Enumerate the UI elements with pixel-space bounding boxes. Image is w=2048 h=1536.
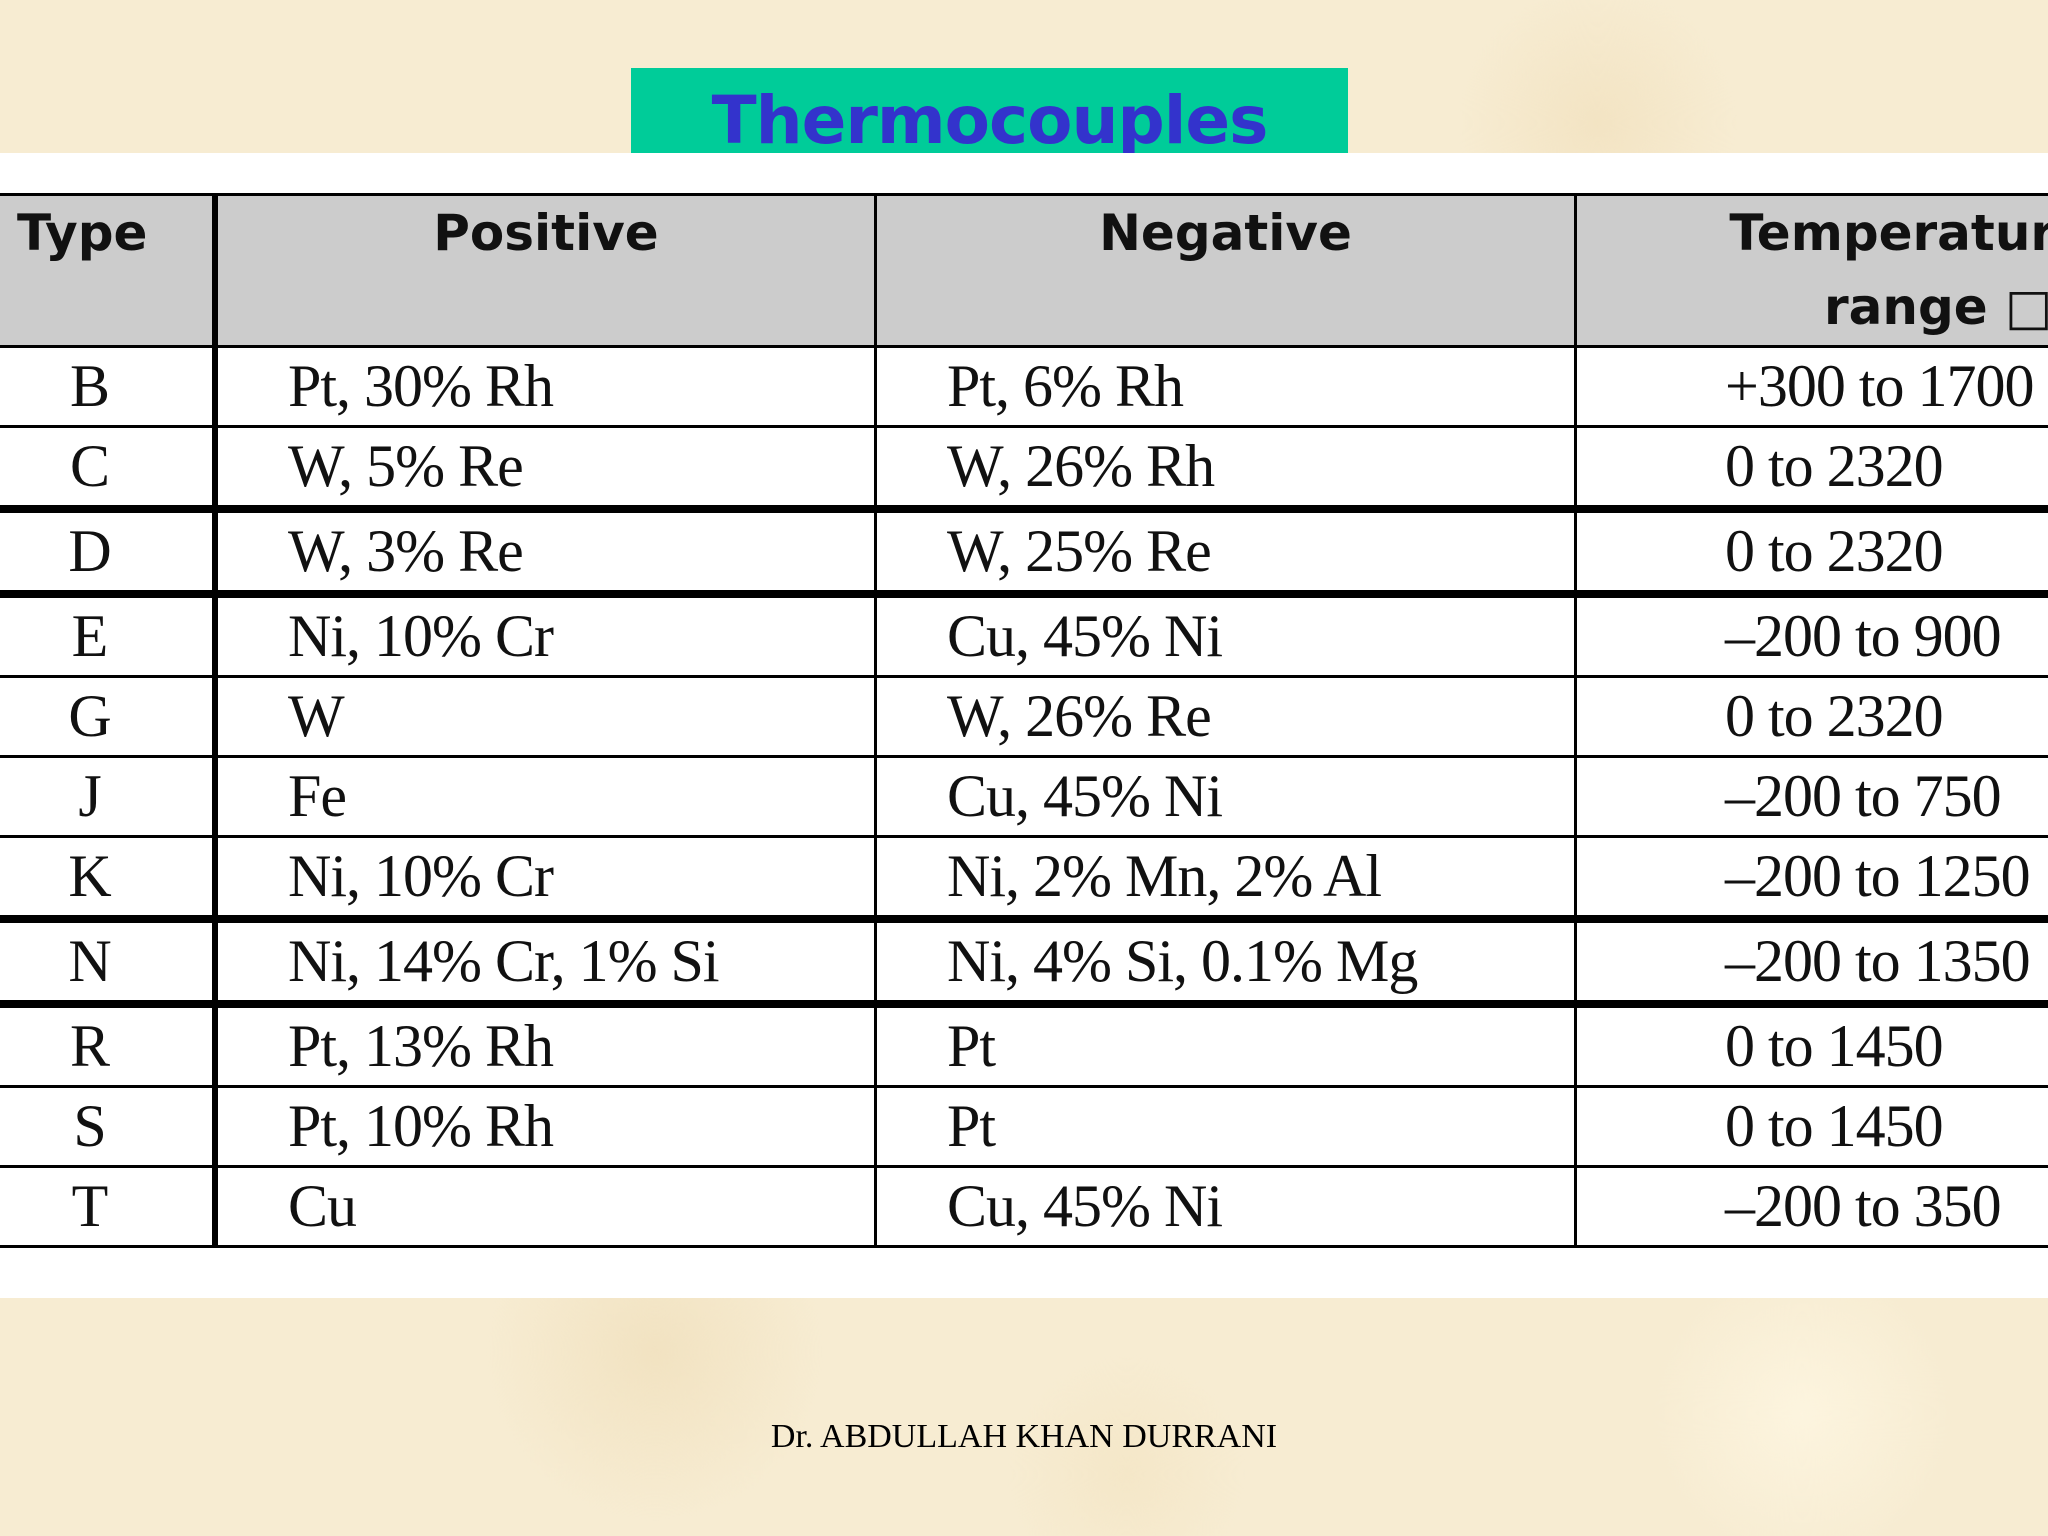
table-row: D W, 3% Re W, 25% Re 0 to 2320 <box>0 507 2048 598</box>
cell-range: 0 to 2320 <box>1574 507 2048 598</box>
table-row: R Pt, 13% Rh Pt 0 to 1450 <box>0 1002 2048 1088</box>
cell-positive: W, 3% Re <box>213 507 877 598</box>
cell-type: D <box>0 507 218 598</box>
slide-footer-author: Dr. ABDULLAH KHAN DURRANI <box>770 1418 1278 1455</box>
cell-negative: Ni, 4% Si, 0.1% Mg <box>874 917 1577 1008</box>
table-row: N Ni, 14% Cr, 1% Si Ni, 4% Si, 0.1% Mg –… <box>0 917 2048 1008</box>
cell-negative: W, 26% Rh <box>874 425 1577 513</box>
cell-range: +300 to 1700 <box>1574 345 2048 428</box>
cell-positive: Ni, 10% Cr <box>213 592 877 678</box>
cell-range: 0 to 2320 <box>1574 425 2048 513</box>
cell-positive: W <box>213 675 877 758</box>
cell-positive: Ni, 14% Cr, 1% Si <box>213 917 877 1008</box>
cell-type: E <box>0 592 218 678</box>
header-temperature-range: Temperature range □C <box>1574 193 2048 348</box>
table-row: S Pt, 10% Rh Pt 0 to 1450 <box>0 1085 2048 1168</box>
table-header-row: Type Positive Negative Temperature range… <box>0 193 2048 348</box>
cell-positive: Cu <box>213 1165 877 1248</box>
cell-type: K <box>0 835 218 923</box>
cell-positive: W, 5% Re <box>213 425 877 513</box>
cell-range: –200 to 1250 <box>1574 835 2048 923</box>
header-positive: Positive <box>213 193 877 348</box>
header-range-line1: Temperature <box>1729 204 2048 262</box>
table-row: K Ni, 10% Cr Ni, 2% Mn, 2% Al –200 to 12… <box>0 835 2048 923</box>
cell-negative: Cu, 45% Ni <box>874 755 1577 838</box>
cell-type: C <box>0 425 218 513</box>
cell-negative: W, 25% Re <box>874 507 1577 598</box>
cell-range: –200 to 350 <box>1574 1165 2048 1248</box>
cell-negative: Ni, 2% Mn, 2% Al <box>874 835 1577 923</box>
cell-positive: Ni, 10% Cr <box>213 835 877 923</box>
cell-positive: Pt, 30% Rh <box>213 345 877 428</box>
cell-range: –200 to 900 <box>1574 592 2048 678</box>
cell-range: –200 to 750 <box>1574 755 2048 838</box>
thermocouple-table: Type Positive Negative Temperature range… <box>0 193 2048 1248</box>
cell-range: 0 to 1450 <box>1574 1085 2048 1168</box>
cell-negative: Pt <box>874 1002 1577 1088</box>
cell-positive: Pt, 10% Rh <box>213 1085 877 1168</box>
table-row: G W W, 26% Re 0 to 2320 <box>0 675 2048 758</box>
cell-type: G <box>0 675 218 758</box>
header-type: Type <box>0 193 218 348</box>
cell-range: –200 to 1350 <box>1574 917 2048 1008</box>
table-row: J Fe Cu, 45% Ni –200 to 750 <box>0 755 2048 838</box>
cell-type: J <box>0 755 218 838</box>
cell-negative: Pt <box>874 1085 1577 1168</box>
table-row: C W, 5% Re W, 26% Rh 0 to 2320 <box>0 425 2048 513</box>
table-row: T Cu Cu, 45% Ni –200 to 350 <box>0 1165 2048 1248</box>
header-negative: Negative <box>874 193 1577 348</box>
table-row: E Ni, 10% Cr Cu, 45% Ni –200 to 900 <box>0 592 2048 678</box>
cell-range: 0 to 1450 <box>1574 1002 2048 1088</box>
cell-positive: Fe <box>213 755 877 838</box>
cell-type: R <box>0 1002 218 1088</box>
cell-type: B <box>0 345 218 428</box>
cell-type: S <box>0 1085 218 1168</box>
cell-type: N <box>0 917 218 1008</box>
header-range-line2: range □C <box>1823 278 2048 336</box>
cell-negative: Pt, 6% Rh <box>874 345 1577 428</box>
cell-negative: W, 26% Re <box>874 675 1577 758</box>
cell-negative: Cu, 45% Ni <box>874 592 1577 678</box>
table-row: B Pt, 30% Rh Pt, 6% Rh +300 to 1700 <box>0 345 2048 428</box>
cell-positive: Pt, 13% Rh <box>213 1002 877 1088</box>
cell-type: T <box>0 1165 218 1248</box>
cell-negative: Cu, 45% Ni <box>874 1165 1577 1248</box>
cell-range: 0 to 2320 <box>1574 675 2048 758</box>
